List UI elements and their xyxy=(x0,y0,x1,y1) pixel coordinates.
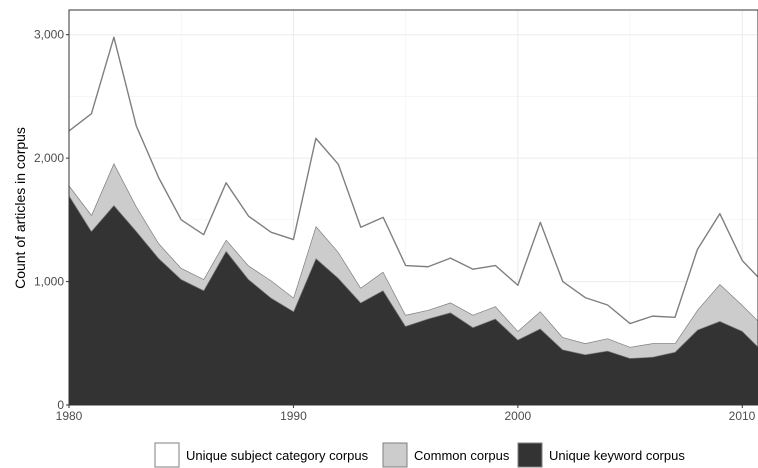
y-axis-title: Count of articles in corpus xyxy=(12,127,28,289)
y-tick-label: 0 xyxy=(57,398,64,412)
x-tick-label: 2000 xyxy=(505,409,532,423)
area-unique-keyword-corpus xyxy=(69,195,758,405)
legend-item-unique-keyword-corpus: Unique keyword corpus xyxy=(517,442,685,468)
y-tick-label: 3,000 xyxy=(34,28,64,42)
area-series xyxy=(69,36,758,405)
plot-panel-border xyxy=(68,9,758,406)
x-tick-label: 1990 xyxy=(280,409,307,423)
legend-key xyxy=(154,442,180,468)
legend-label: Common corpus xyxy=(414,448,510,463)
legend-item-common-corpus: Common corpus xyxy=(382,442,510,468)
legend-key xyxy=(517,442,543,468)
area-unique-subject-category-corpus xyxy=(69,37,758,347)
legend-label: Unique keyword corpus xyxy=(549,448,685,463)
y-tick-label: 1,000 xyxy=(34,275,64,289)
legend-label: Unique subject category corpus xyxy=(186,448,369,463)
legend-item-unique-subject-category-corpus: Unique subject category corpus xyxy=(154,442,369,468)
y-tick-label: 2,000 xyxy=(34,151,64,165)
axis-ticks: 0 1,000 2,000 3,000 1980 1990 2000 2010 xyxy=(34,28,756,423)
legend-key xyxy=(382,442,408,468)
x-tick-label: 1980 xyxy=(56,409,83,423)
area-outline-unique-keyword-corpus xyxy=(69,194,758,359)
area-outline-unique-subject-category-corpus xyxy=(69,36,758,325)
x-tick-label: 2010 xyxy=(729,409,756,423)
area-common-corpus xyxy=(69,163,758,359)
legend: Unique subject category corpus Common cor… xyxy=(154,442,685,468)
